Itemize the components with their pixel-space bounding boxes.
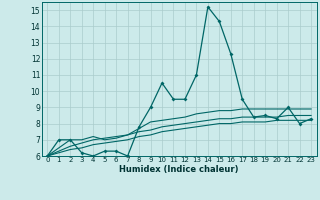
X-axis label: Humidex (Indice chaleur): Humidex (Indice chaleur) [119, 165, 239, 174]
